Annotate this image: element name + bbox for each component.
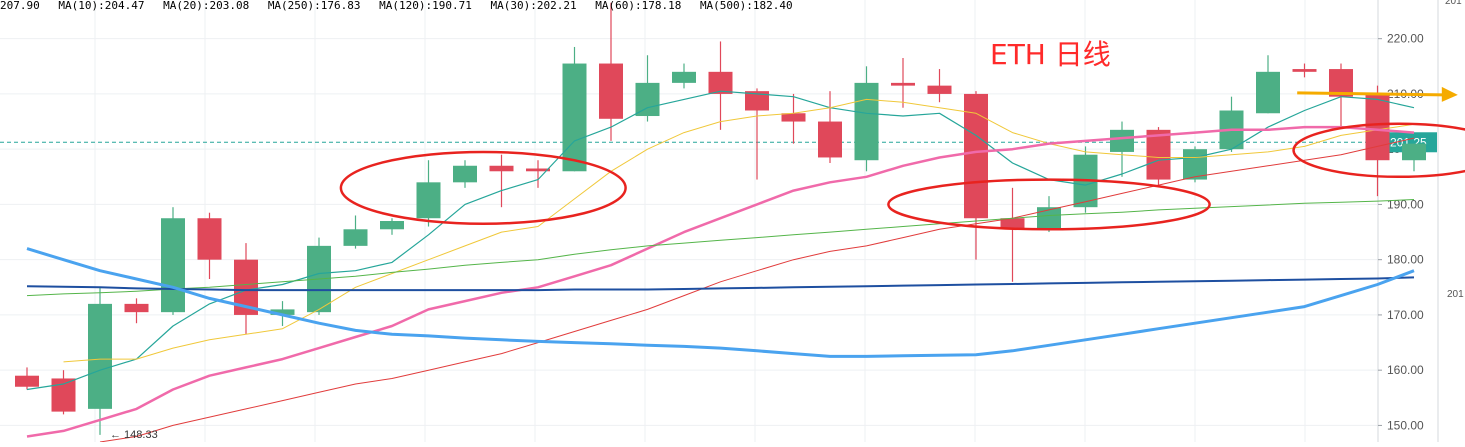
y-axis: 150.00160.00170.00180.00190.00200.00210.… (1377, 0, 1464, 442)
candle-body-down (1365, 93, 1390, 161)
candle-body-up (343, 229, 368, 246)
y-tick-label: 150.00 (1387, 418, 1424, 432)
candle-body-up (1110, 129, 1134, 152)
candle-body-up (416, 182, 441, 219)
candle-body-up (562, 63, 587, 172)
legend-ma10: MA(10):204.47 (58, 0, 145, 12)
candle-body-up (1402, 143, 1426, 161)
y-tick-label: 160.00 (1387, 363, 1424, 377)
legend-ma30: MA(30):202.21 (490, 0, 577, 12)
candle-body-down (1146, 129, 1171, 180)
candle-body-down (745, 91, 769, 111)
y-tick-label: 170.00 (1387, 308, 1424, 322)
candle-body-down (124, 303, 149, 313)
candle-body-down (15, 375, 39, 387)
moving-average-line (99, 137, 1415, 443)
candle-body-down (781, 113, 806, 122)
candle-body-down (1292, 69, 1317, 72)
candle-body-up (380, 221, 404, 230)
moving-average-line (26, 276, 1415, 292)
legend-ma120: MA(120):190.71 (379, 0, 472, 12)
candle-body-up (672, 71, 696, 83)
highlight-ellipse (339, 150, 627, 226)
legend-ma20: MA(20):203.08 (163, 0, 250, 12)
moving-average-line (26, 199, 1415, 297)
candle-body-up (270, 309, 295, 315)
chart-title: ETH 日线 (990, 38, 1111, 71)
candle-body-up (1256, 71, 1280, 114)
annotation-arrow-shaft (1297, 91, 1444, 97)
candle-body-up (453, 165, 477, 183)
highlight-ellipse (887, 178, 1211, 231)
min-price-marker: ← 148.33 (110, 429, 158, 441)
y-tick-label: 220.00 (1387, 32, 1424, 46)
candle-body-down (526, 168, 550, 172)
candle-body-up (161, 218, 185, 313)
candle-body-up (854, 82, 879, 161)
candle-body-up (88, 303, 112, 409)
candle-body-down (927, 85, 952, 94)
right-edge-label: 201 (1445, 0, 1462, 7)
highlight-ellipse (1292, 122, 1465, 179)
y-tick-label: 190.00 (1387, 197, 1424, 211)
annotation-arrow-head (1441, 86, 1458, 102)
candle-body-down (599, 63, 623, 119)
candle-body-down (891, 82, 915, 86)
annotations-group (339, 86, 1465, 231)
candle-body-down (489, 165, 514, 172)
candle-body-down (708, 71, 733, 94)
legend-ma60: MA(60):178.18 (595, 0, 682, 12)
candles-group (15, 2, 1426, 435)
moving-average-line (26, 125, 1415, 438)
moving-average-line (63, 98, 1415, 363)
indicator-legend: 207.90 MA(10):204.47 MA(20):203.08 MA(25… (0, 0, 805, 12)
legend-ma250: MA(250):176.83 (267, 0, 361, 12)
candle-body-down (964, 93, 988, 219)
moving-average-line (26, 247, 1415, 358)
candle-body-up (1183, 149, 1207, 180)
candle-body-down (197, 218, 222, 260)
legend-last-close: 207.90 (0, 0, 40, 12)
candle-body-down (1000, 218, 1025, 230)
candle-body-up (635, 82, 660, 117)
candle-body-down (818, 121, 842, 158)
candle-body-up (1037, 207, 1061, 230)
legend-ma500: MA(500):182.40 (699, 0, 793, 12)
y-tick-label: 180.00 (1387, 253, 1424, 267)
right-edge-label: 201 (1447, 289, 1464, 300)
moving-averages-group (26, 90, 1415, 443)
moving-average-line (26, 90, 1415, 391)
